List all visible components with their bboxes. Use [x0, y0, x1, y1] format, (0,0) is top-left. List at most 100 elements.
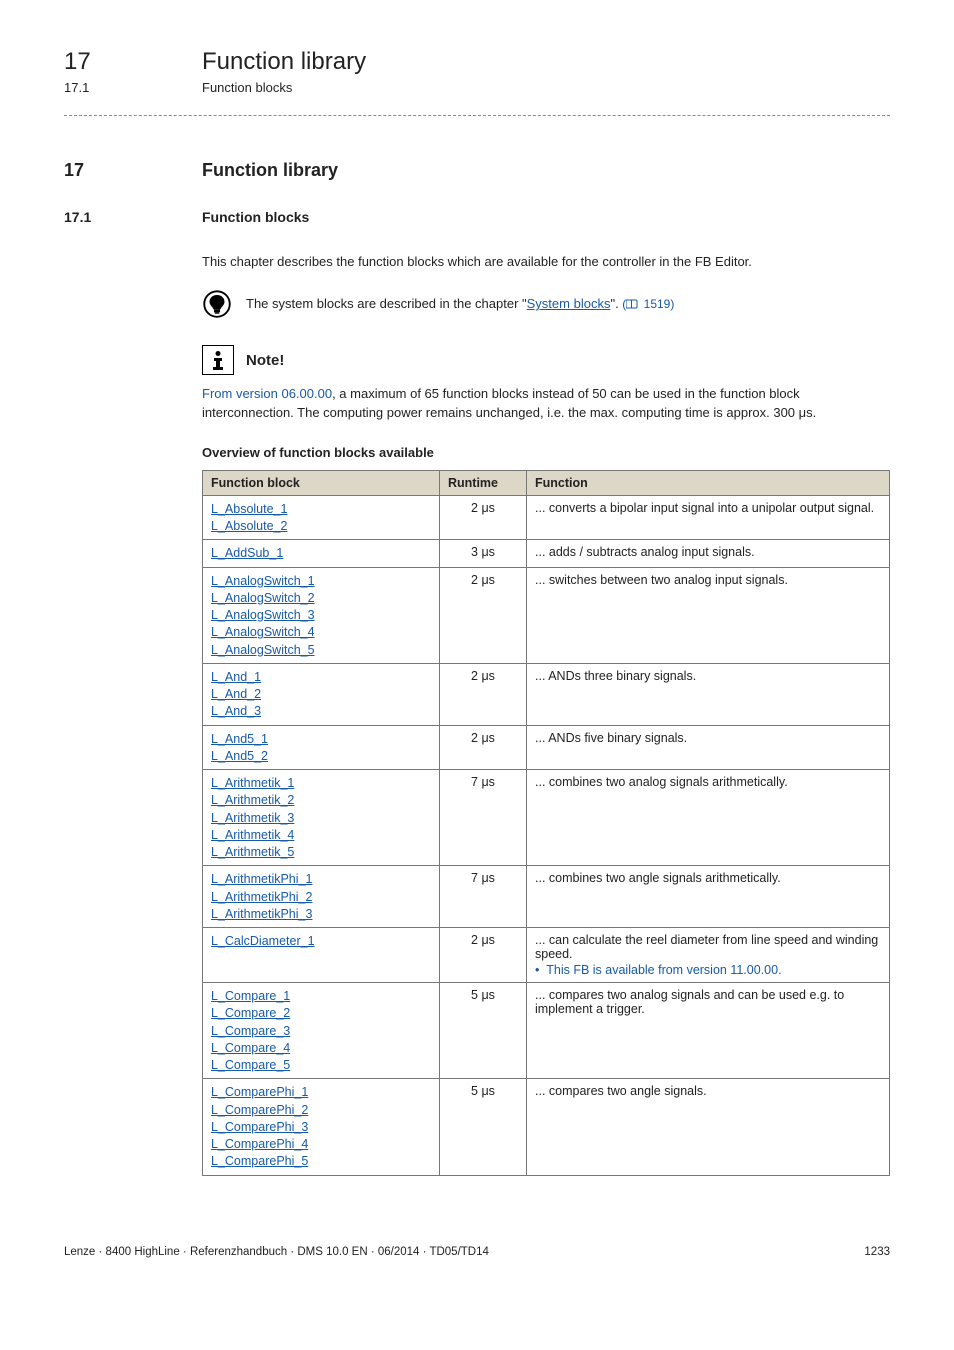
table-row: L_AddSub_1 3 μs... adds / subtracts analo… — [203, 540, 890, 567]
note-block: Note! From version 06.00.00, a maximum o… — [202, 345, 890, 423]
fb-link[interactable]: L_And_1 — [211, 669, 431, 685]
cell-fb: L_AnalogSwitch_1L_AnalogSwitch_2L_Analog… — [203, 567, 440, 663]
fb-link[interactable]: L_And5_2 — [211, 748, 431, 764]
page-ref-num: 1519) — [644, 297, 675, 311]
table-row: L_Arithmetik_1L_Arithmetik_2 L_Arithmetik… — [203, 770, 890, 866]
cell-runtime: 2 μs — [440, 663, 527, 725]
cell-fb: L_And5_1L_And5_2 — [203, 725, 440, 770]
cell-fb: L_Arithmetik_1L_Arithmetik_2 L_Arithmetik… — [203, 770, 440, 866]
cell-fb: L_And_1L_And_2L_And_3 — [203, 663, 440, 725]
section-title: Function library — [202, 160, 338, 181]
table-row: L_Compare_1L_Compare_2L_Compare_3L_Compa… — [203, 983, 890, 1079]
divider — [64, 115, 890, 116]
fb-link[interactable]: L_Compare_3 — [211, 1023, 431, 1039]
header-chapter-title: Function library — [202, 48, 366, 76]
info-icon — [202, 345, 234, 375]
cell-runtime: 2 μs — [440, 495, 527, 540]
fb-link[interactable]: L_ComparePhi_1 — [211, 1084, 431, 1100]
cell-function: ... adds / subtracts analog input signal… — [527, 540, 890, 567]
cell-runtime: 2 μs — [440, 928, 527, 983]
cell-fb: L_ArithmetikPhi_1 L_ArithmetikPhi_2L_Arit… — [203, 866, 440, 928]
footer-left: Lenze · 8400 HighLine · Referenzhandbuch… — [64, 1246, 489, 1258]
cell-function: ... combines two analog signals arithmet… — [527, 770, 890, 866]
fb-link[interactable]: L_Arithmetik_5 — [211, 844, 431, 860]
fb-link[interactable]: L_Compare_5 — [211, 1057, 431, 1073]
cell-fb: L_Absolute_1L_Absolute_2 — [203, 495, 440, 540]
fb-link[interactable]: L_Arithmetik_2 — [211, 792, 431, 808]
fb-link[interactable]: L_CalcDiameter_1 — [211, 933, 431, 949]
system-blocks-link[interactable]: System blocks — [527, 296, 611, 311]
fb-link[interactable]: L_Compare_1 — [211, 988, 431, 1004]
footer-page-num: 1233 — [864, 1246, 890, 1258]
fb-link[interactable]: L_AnalogSwitch_3 — [211, 607, 431, 623]
cell-fb: L_Compare_1L_Compare_2L_Compare_3L_Compa… — [203, 983, 440, 1079]
cell-function: ... compares two angle signals. — [527, 1079, 890, 1175]
cell-runtime: 3 μs — [440, 540, 527, 567]
cell-function: ... converts a bipolar input signal into… — [527, 495, 890, 540]
fb-link[interactable]: L_And5_1 — [211, 731, 431, 747]
table-row: L_CalcDiameter_1 2 μs... can calculate th… — [203, 928, 890, 983]
cell-runtime: 2 μs — [440, 725, 527, 770]
section-heading: 17 Function library — [64, 160, 890, 181]
header-sub-num: 17.1 — [64, 80, 174, 95]
cell-runtime: 5 μs — [440, 1079, 527, 1175]
fb-link[interactable]: L_AnalogSwitch_2 — [211, 590, 431, 606]
fb-link[interactable]: L_ComparePhi_2 — [211, 1102, 431, 1118]
fb-link[interactable]: L_Compare_2 — [211, 1005, 431, 1021]
fb-link[interactable]: L_Absolute_2 — [211, 518, 431, 534]
fb-link[interactable]: L_And_2 — [211, 686, 431, 702]
fb-link[interactable]: L_AnalogSwitch_4 — [211, 624, 431, 640]
col-header-fn: Function — [527, 470, 890, 495]
cell-function: ... ANDs three binary signals. — [527, 663, 890, 725]
fb-link[interactable]: L_Arithmetik_1 — [211, 775, 431, 791]
cell-function: ... compares two analog signals and can … — [527, 983, 890, 1079]
cell-function: ... ANDs five binary signals. — [527, 725, 890, 770]
subsection-heading: 17.1 Function blocks — [64, 209, 890, 225]
function-block-table: Function block Runtime Function L_Absolu… — [202, 470, 890, 1176]
cell-runtime: 2 μs — [440, 567, 527, 663]
fb-link[interactable]: L_ComparePhi_4 — [211, 1136, 431, 1152]
table-row: L_And5_1L_And5_22 μs... ANDs five binary… — [203, 725, 890, 770]
fb-link[interactable]: L_AnalogSwitch_1 — [211, 573, 431, 589]
cell-fb: L_ComparePhi_1L_ComparePhi_2L_ComparePhi… — [203, 1079, 440, 1175]
page-ref[interactable]: ( 1519) — [622, 297, 674, 311]
cell-runtime: 5 μs — [440, 983, 527, 1079]
fb-link[interactable]: L_ArithmetikPhi_2 — [211, 889, 431, 905]
fb-link[interactable]: L_ArithmetikPhi_3 — [211, 906, 431, 922]
hint-block: The system blocks are described in the c… — [202, 289, 890, 319]
cell-fb: L_CalcDiameter_1 — [203, 928, 440, 983]
col-header-rt: Runtime — [440, 470, 527, 495]
header-sub-title: Function blocks — [202, 80, 292, 95]
tip-icon — [202, 289, 232, 319]
cell-runtime: 7 μs — [440, 866, 527, 928]
table-row: L_ComparePhi_1L_ComparePhi_2L_ComparePhi… — [203, 1079, 890, 1175]
intro-text: This chapter describes the function bloc… — [202, 253, 890, 271]
cell-fb: L_AddSub_1 — [203, 540, 440, 567]
fb-link[interactable]: L_Arithmetik_4 — [211, 827, 431, 843]
hint-text: The system blocks are described in the c… — [246, 295, 674, 313]
cell-function: ... combines two angle signals arithmeti… — [527, 866, 890, 928]
fb-link[interactable]: L_AddSub_1 — [211, 545, 431, 561]
subsection-num: 17.1 — [64, 209, 174, 225]
hint-suffix: ". — [610, 296, 622, 311]
fb-link[interactable]: L_And_3 — [211, 703, 431, 719]
cell-function: ... can calculate the reel diameter from… — [527, 928, 890, 983]
fb-link[interactable]: L_Compare_4 — [211, 1040, 431, 1056]
table-row: L_Absolute_1L_Absolute_22 μs... converts… — [203, 495, 890, 540]
col-header-fb: Function block — [203, 470, 440, 495]
note-lead: From version 06.00.00 — [202, 386, 332, 401]
fb-link[interactable]: L_ComparePhi_5 — [211, 1153, 431, 1169]
hint-prefix: The system blocks are described in the c… — [246, 296, 527, 311]
fb-link[interactable]: L_ComparePhi_3 — [211, 1119, 431, 1135]
fb-link[interactable]: L_Arithmetik_3 — [211, 810, 431, 826]
fb-link[interactable]: L_ArithmetikPhi_1 — [211, 871, 431, 887]
section-num: 17 — [64, 160, 174, 181]
cell-function-note: • This FB is available from version 11.0… — [535, 963, 881, 977]
note-title: Note! — [246, 352, 284, 369]
subsection-title: Function blocks — [202, 209, 309, 225]
fb-link[interactable]: L_AnalogSwitch_5 — [211, 642, 431, 658]
fb-link[interactable]: L_Absolute_1 — [211, 501, 431, 517]
overview-title: Overview of function blocks available — [202, 445, 890, 460]
table-row: L_ArithmetikPhi_1 L_ArithmetikPhi_2L_Arit… — [203, 866, 890, 928]
cell-function: ... switches between two analog input si… — [527, 567, 890, 663]
